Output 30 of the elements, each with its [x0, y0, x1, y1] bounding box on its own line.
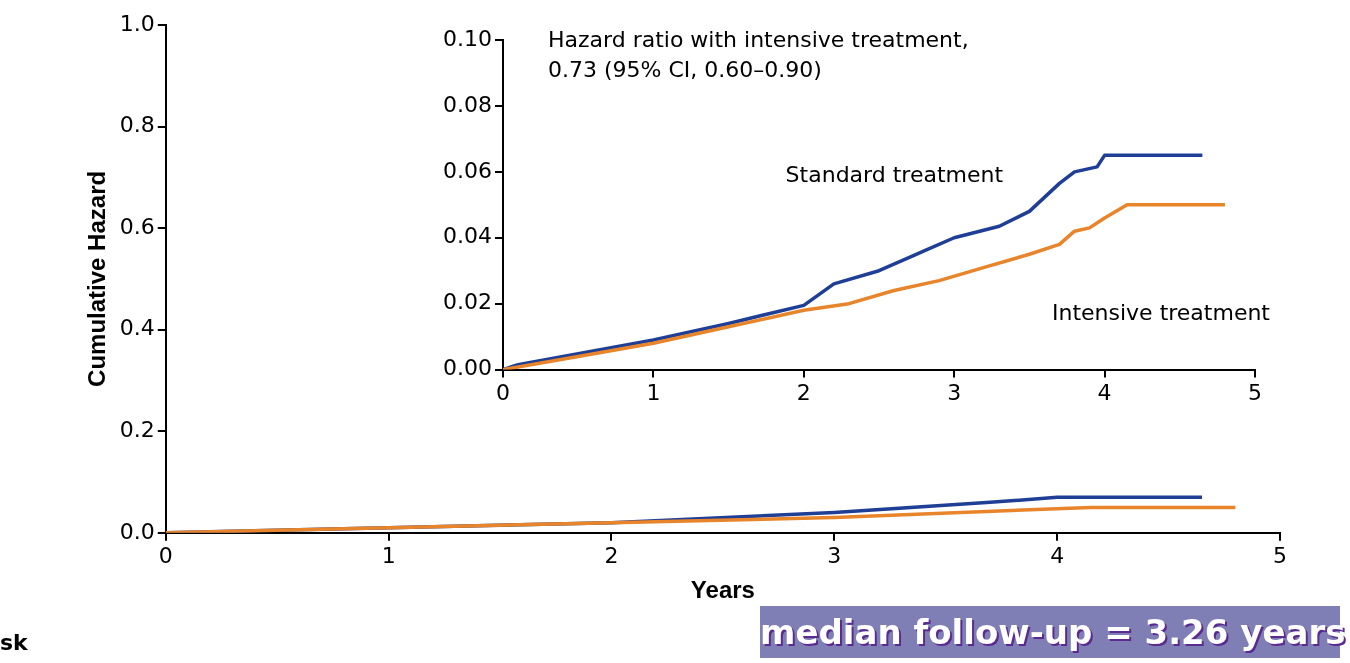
- y-tick-label: 0.00: [443, 355, 492, 381]
- x-tick-label: 0: [495, 379, 510, 405]
- x-tick-label: 3: [827, 542, 842, 568]
- y-tick-label: 0.04: [443, 223, 492, 249]
- y-tick-label: 0.8: [119, 112, 155, 138]
- text: sk: [0, 630, 28, 655]
- y-tick-label: 0.06: [443, 157, 492, 183]
- x-tick-label: 5: [1273, 542, 1287, 568]
- y-tick-label: 0.4: [119, 315, 155, 341]
- x-tick-label: 1: [646, 379, 661, 405]
- y-tick-label: 1.0: [119, 10, 155, 36]
- x-tick-label: 5: [1248, 379, 1262, 405]
- x-tick-label: 4: [1050, 542, 1065, 568]
- text: Intensive treatment: [1051, 300, 1271, 326]
- x-tick-label: 2: [604, 542, 619, 568]
- x-tick-label: 3: [947, 379, 962, 405]
- x-tick-label: 4: [1097, 379, 1112, 405]
- annotation: Hazard ratio with intensive treatment, 0.73 (95% CI, 0.60–0.90): [547, 26, 969, 82]
- x-axis-title: Years: [690, 576, 755, 604]
- y-tick-label: 0.10: [443, 25, 492, 51]
- x-tick-label: 2: [796, 379, 811, 405]
- series-label: Standard treatment: [785, 161, 1004, 187]
- x-tick-label: 1: [381, 542, 396, 568]
- y-tick-label: 0.2: [119, 416, 155, 442]
- x-tick-label: 0: [158, 542, 173, 568]
- y-tick-label: 0.08: [443, 91, 492, 117]
- y-axis-title: Cumulative Hazard: [83, 170, 111, 387]
- y-tick-label: 0.6: [119, 213, 155, 239]
- y-tick-label: 0.02: [443, 289, 492, 315]
- y-tick-label: 0.0: [119, 518, 155, 544]
